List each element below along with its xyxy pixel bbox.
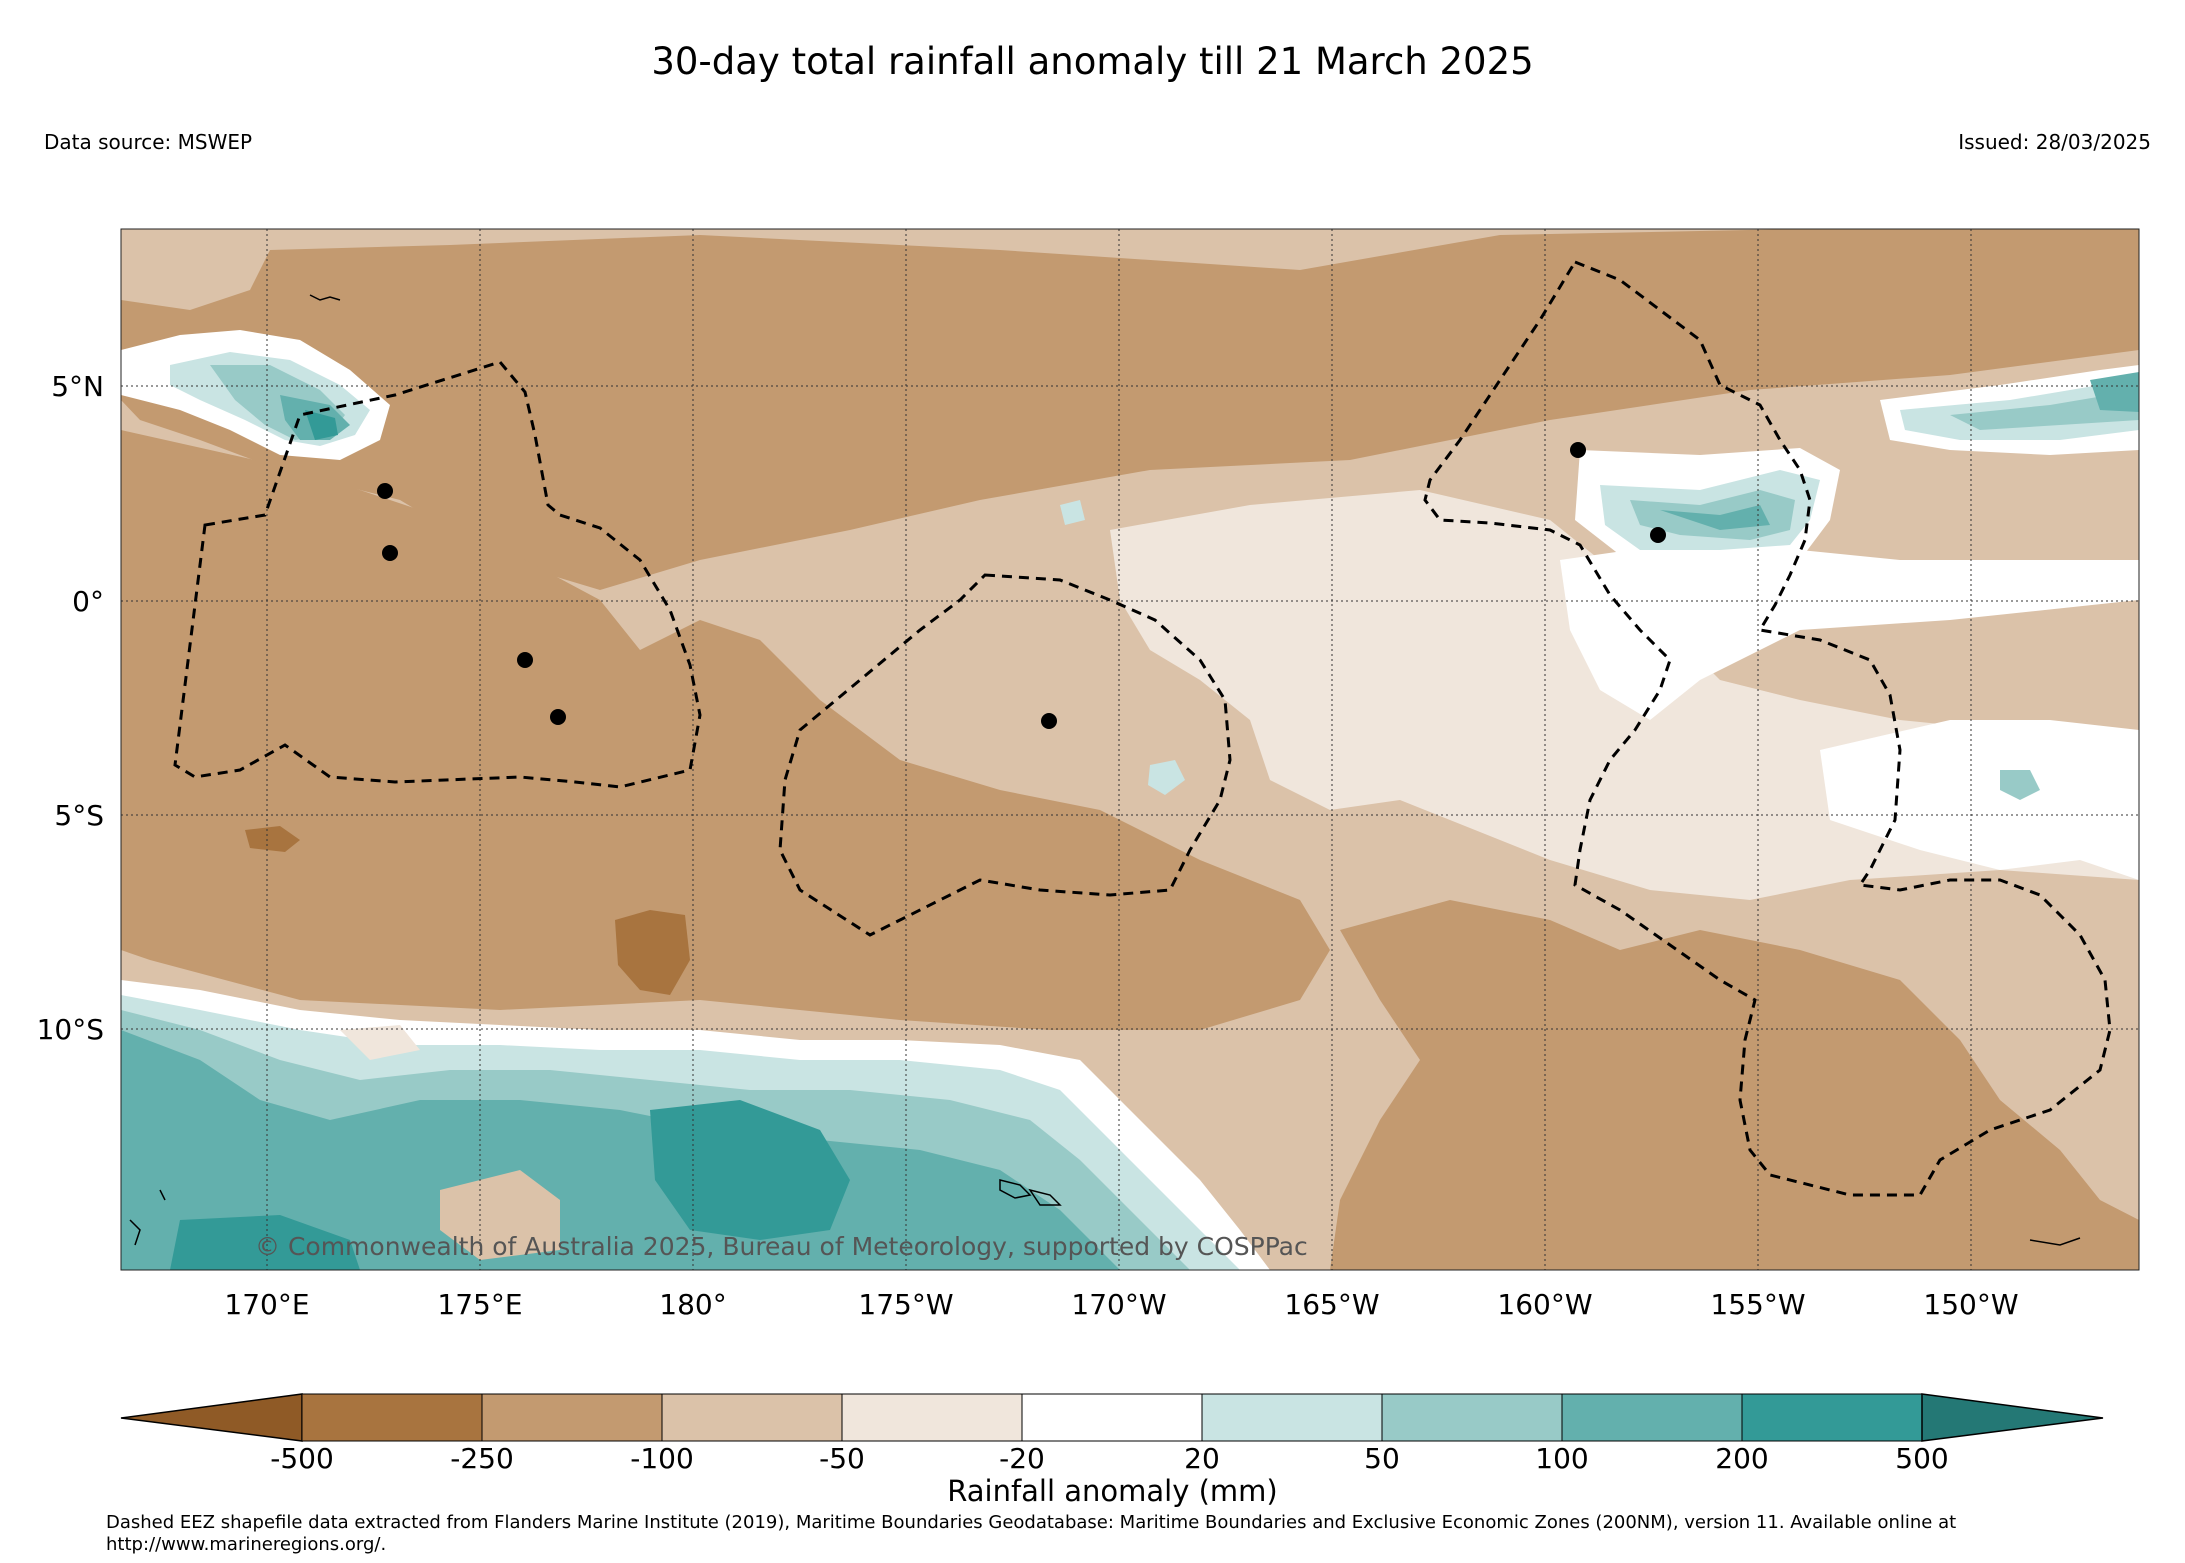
anomaly-region [121, 1030, 1120, 1270]
anomaly-region [121, 430, 1330, 1030]
colorbar-bin [661, 1393, 843, 1442]
lon-label-160w: 160°W [1497, 1288, 1593, 1321]
lon-label-170e: 170°E [224, 1288, 310, 1321]
lon-label-180: 180° [659, 1288, 727, 1321]
station-dot [550, 709, 566, 725]
lon-label-150w: 150°W [1923, 1288, 2019, 1321]
station-dot [382, 545, 398, 561]
colorbar-tick-label: -250 [450, 1442, 514, 1475]
map-area [121, 229, 2139, 1270]
eez-kiribati-gilbert [173, 360, 702, 789]
colorbar-tick-label: 100 [1535, 1442, 1589, 1475]
lon-label-175e: 175°E [437, 1288, 523, 1321]
anomaly-region [2000, 770, 2040, 800]
data-source-label: Data source: MSWEP [44, 130, 253, 154]
lon-label-155w: 155°W [1710, 1288, 1806, 1321]
colorbar-tick-label: -500 [270, 1442, 334, 1475]
anomaly-region [1330, 900, 2139, 1270]
station-dot [1650, 527, 1666, 543]
colorbar-bin [1381, 1393, 1563, 1442]
station-markers [377, 442, 1666, 729]
issued-date-label: Issued: 28/03/2025 [1958, 130, 2151, 154]
anomaly-region [1148, 760, 1185, 795]
colorbar-tick-label: -100 [630, 1442, 694, 1475]
colorbar-extend-high [1921, 1393, 2104, 1442]
colorbar-tick-label: -20 [999, 1442, 1045, 1475]
eez-boundaries [173, 260, 2112, 1197]
eez-kiribati-line [1423, 260, 2112, 1197]
lon-label-170w: 170°W [1071, 1288, 1167, 1321]
graticule [121, 229, 2139, 1270]
lon-label-165w: 165°W [1284, 1288, 1380, 1321]
anomaly-region [2090, 372, 2139, 412]
anomaly-region [615, 910, 690, 995]
anomaly-region [121, 229, 2139, 590]
eez-tokelau [778, 573, 1232, 937]
anomaly-region [1820, 720, 2139, 880]
map-frame [120, 228, 2140, 1271]
colorbar-bin [1021, 1393, 1203, 1442]
colorbar [120, 1393, 2104, 1442]
map-title: 30-day total rainfall anomaly till 21 Ma… [651, 40, 1534, 83]
colorbar-bin [301, 1393, 483, 1442]
copyright-watermark: © Commonwealth of Australia 2025, Bureau… [255, 1232, 1308, 1261]
lat-label-5s: 5°S [54, 799, 104, 832]
anomaly-region [305, 410, 338, 440]
station-dot [1570, 442, 1586, 458]
anomaly-region [440, 1170, 560, 1260]
coastlines [129, 294, 2081, 1246]
station-dot [517, 652, 533, 668]
colorbar-tick-label: 20 [1184, 1442, 1220, 1475]
footnote: Dashed EEZ shapefile data extracted from… [106, 1512, 1957, 1555]
colorbar-bin [1561, 1393, 1743, 1442]
colorbar-bin [481, 1393, 663, 1442]
anomaly-region [245, 826, 300, 852]
station-dot [1041, 713, 1057, 729]
colorbar-bin [1201, 1393, 1383, 1442]
lat-label-10s: 10°S [36, 1013, 104, 1046]
colorbar-title: Rainfall anomaly (mm) [947, 1474, 1278, 1508]
colorbar-bin [841, 1393, 1023, 1442]
anomaly-region [170, 1215, 360, 1270]
colorbar-tick-label: 500 [1895, 1442, 1949, 1475]
colorbar-tick-label: 200 [1715, 1442, 1769, 1475]
station-dot [377, 483, 393, 499]
lat-label-5n: 5°N [51, 370, 104, 403]
colorbar-tick-label: 50 [1364, 1442, 1400, 1475]
colorbar-extend-low [120, 1393, 303, 1442]
lon-label-175w: 175°W [858, 1288, 954, 1321]
anomaly-region [1950, 390, 2139, 430]
colorbar-bin [1741, 1393, 1923, 1442]
colorbar-tick-label: -50 [819, 1442, 865, 1475]
anomaly-region [1660, 505, 1770, 530]
anomaly-region [340, 1025, 420, 1060]
lat-label-0: 0° [72, 585, 104, 618]
anomaly-region [1560, 540, 2139, 720]
anomaly-region [650, 1100, 850, 1240]
anomaly-region [1060, 500, 1085, 525]
